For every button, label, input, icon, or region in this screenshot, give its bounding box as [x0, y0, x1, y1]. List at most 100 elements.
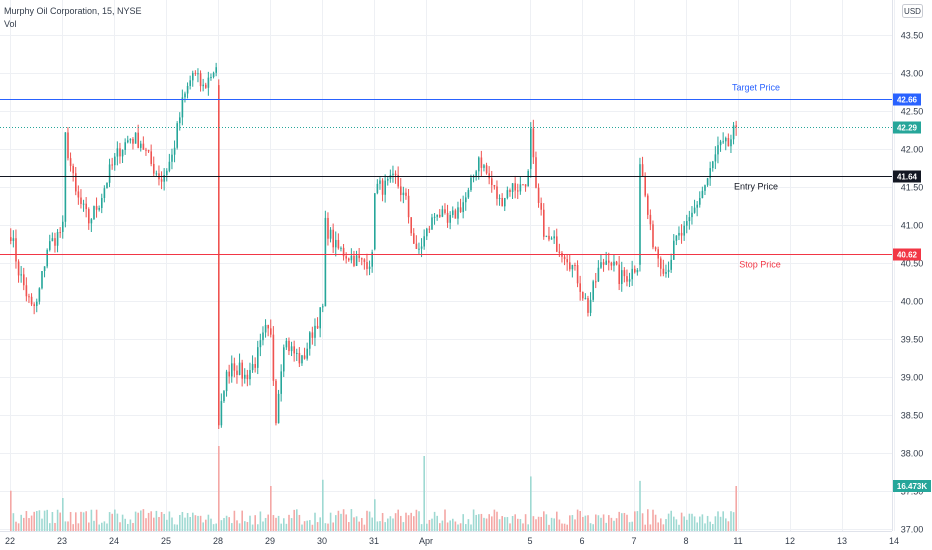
- candle: [337, 233, 340, 250]
- candle-body: [522, 184, 524, 186]
- candle-body: [176, 123, 178, 148]
- volume-bar: [329, 512, 332, 531]
- volume-bar: [652, 509, 654, 531]
- candle-body: [636, 270, 639, 273]
- volume-bar: [527, 524, 529, 531]
- candle: [51, 232, 54, 242]
- volume-bar: [345, 514, 347, 531]
- candle-body: [311, 332, 314, 338]
- candle: [426, 227, 428, 241]
- candle-body: [366, 262, 368, 269]
- candle-body: [626, 276, 628, 282]
- candle: [199, 70, 202, 92]
- candle: [519, 176, 522, 195]
- candle: [111, 157, 113, 170]
- volume-bar: [368, 511, 371, 531]
- candle-body: [514, 183, 516, 191]
- candle: [54, 232, 56, 253]
- candle-body: [582, 291, 584, 299]
- candle-body: [688, 217, 691, 222]
- candle: [257, 340, 259, 375]
- candle-body: [309, 332, 311, 349]
- candle-body: [80, 197, 82, 204]
- volume-bar: [433, 511, 436, 531]
- symbol-title[interactable]: Murphy Oil Corporation, 15, NYSE: [4, 6, 142, 16]
- candle-body: [644, 175, 646, 196]
- candle: [205, 82, 207, 89]
- volume-bar: [657, 522, 659, 531]
- candle-body: [454, 210, 457, 219]
- candle: [561, 251, 563, 263]
- volume-bar: [249, 515, 251, 531]
- candle-body: [95, 206, 98, 210]
- candle-body: [441, 209, 444, 217]
- price-axis[interactable]: 37.0037.5038.0038.5039.0039.5040.0040.50…: [901, 31, 924, 535]
- candle-body: [54, 238, 56, 246]
- candle: [342, 244, 345, 261]
- volume-bar: [548, 524, 550, 531]
- volume-bar: [82, 512, 85, 531]
- candle: [400, 178, 402, 202]
- candle-body: [719, 141, 722, 146]
- candle: [376, 179, 379, 195]
- volume-bar: [410, 512, 412, 531]
- last-price-badge-text: 42.29: [897, 124, 918, 133]
- candle: [618, 256, 620, 291]
- volume-bar: [446, 522, 449, 531]
- volume-bar: [662, 524, 665, 531]
- candle-body: [301, 355, 303, 364]
- candle-body: [615, 261, 618, 265]
- candle-body: [532, 128, 535, 158]
- x-tick-label: 12: [785, 536, 795, 546]
- candle-body: [496, 186, 498, 199]
- volume-bar: [569, 515, 571, 531]
- candle-body: [727, 137, 730, 147]
- candle: [254, 357, 256, 373]
- candle: [41, 270, 43, 290]
- volume-bar: [363, 524, 366, 531]
- volume-bar: [670, 510, 672, 531]
- candle-body: [64, 132, 67, 222]
- candle-body: [384, 180, 386, 195]
- volume-bar: [335, 515, 337, 531]
- volume-bar: [38, 510, 41, 531]
- x-tick-label: 8: [683, 536, 688, 546]
- candle: [306, 342, 308, 361]
- level-label: Target Price: [732, 83, 780, 93]
- volume-bar: [225, 515, 228, 531]
- volume-bar: [270, 486, 272, 531]
- candle-body: [587, 298, 589, 313]
- candle: [241, 359, 243, 387]
- volume-bar: [472, 509, 475, 531]
- currency-button[interactable]: USD: [902, 4, 923, 18]
- x-tick-label: 14: [889, 536, 899, 546]
- time-axis[interactable]: 22 23 24 25 28 29 30 31 Apr 5 6 7 8 11 12 13 14: [5, 536, 899, 546]
- volume-bar: [636, 511, 639, 531]
- candle-body: [181, 97, 184, 118]
- candle: [46, 248, 48, 269]
- x-tick-label: 7: [631, 536, 636, 546]
- candle-body: [67, 132, 69, 159]
- candle: [192, 70, 194, 87]
- candle: [30, 293, 33, 307]
- candle: [506, 186, 509, 200]
- candle-body: [571, 265, 574, 270]
- volume-bar: [90, 509, 93, 531]
- candle: [436, 214, 438, 221]
- candle: [381, 178, 384, 202]
- candle-body: [82, 203, 85, 205]
- candle: [522, 184, 524, 186]
- volume-bar: [535, 519, 537, 531]
- candle: [654, 246, 657, 252]
- candle-body: [124, 142, 126, 150]
- candle: [145, 147, 147, 156]
- volume-indicator-label[interactable]: Vol: [4, 19, 17, 29]
- candle-body: [114, 156, 116, 166]
- candlesticks: [10, 62, 737, 429]
- candle: [709, 161, 711, 186]
- candle-body: [358, 255, 360, 259]
- candle-body: [353, 255, 355, 266]
- candle: [194, 70, 197, 76]
- candle: [153, 156, 155, 177]
